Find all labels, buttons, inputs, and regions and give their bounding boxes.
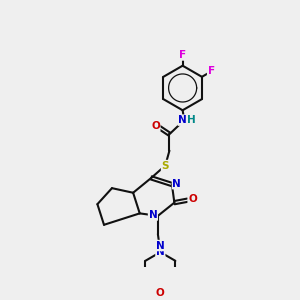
Text: O: O <box>188 194 197 204</box>
Text: H: H <box>187 115 196 125</box>
Text: N: N <box>148 210 157 220</box>
Text: F: F <box>208 67 215 76</box>
Text: O: O <box>156 288 165 298</box>
Text: S: S <box>161 160 169 170</box>
Text: N: N <box>156 247 165 257</box>
Text: N: N <box>178 115 187 125</box>
Text: N: N <box>172 179 181 189</box>
Text: N: N <box>156 241 165 250</box>
Text: O: O <box>151 121 160 131</box>
Text: F: F <box>179 50 186 60</box>
